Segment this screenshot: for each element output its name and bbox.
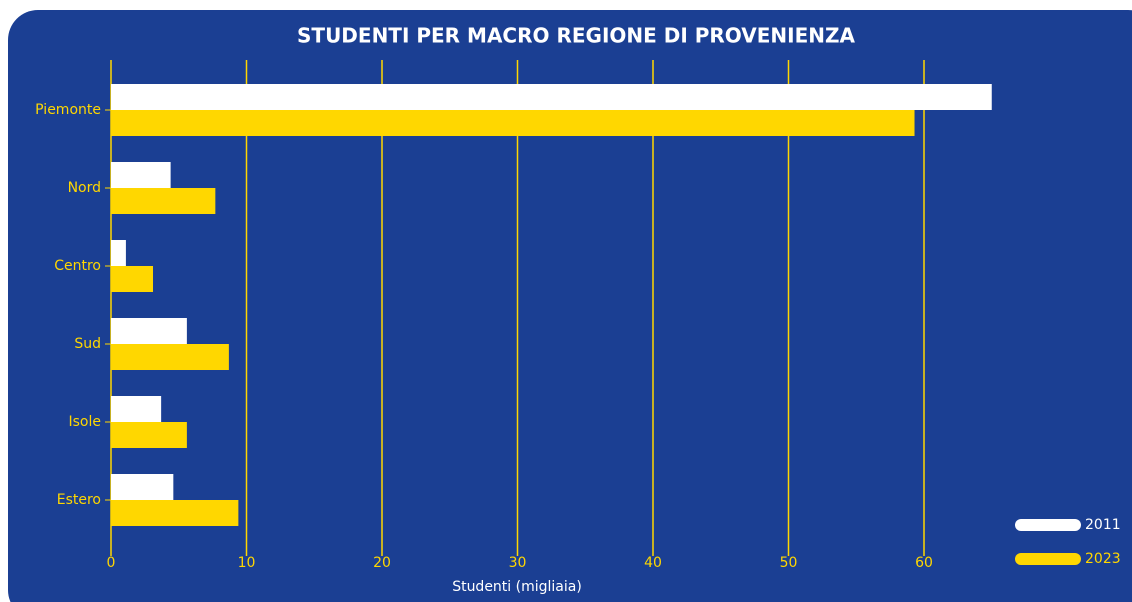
x-tick-label: 0	[107, 555, 116, 571]
bar	[111, 474, 174, 500]
background	[8, 10, 1132, 602]
y-tick-label: Piemonte	[35, 102, 101, 118]
bar	[111, 396, 162, 422]
legend-label: 2011	[1085, 517, 1121, 533]
y-tick-label: Nord	[68, 180, 101, 196]
bar	[111, 422, 187, 448]
bar	[111, 162, 171, 188]
legend-swatch	[1015, 519, 1081, 531]
x-tick-label: 30	[509, 555, 527, 571]
y-tick-label: Sud	[74, 336, 101, 352]
x-tick-label: 20	[373, 555, 391, 571]
bar	[111, 84, 992, 110]
x-axis-label: Studenti (migliaia)	[452, 579, 582, 595]
bar	[111, 266, 154, 292]
bar	[111, 344, 229, 370]
y-tick-label: Centro	[54, 258, 101, 274]
bar	[111, 500, 239, 526]
bar	[111, 110, 915, 136]
bar	[111, 318, 187, 344]
x-tick-label: 50	[780, 555, 798, 571]
chart-title: STUDENTI PER MACRO REGIONE DI PROVENIENZ…	[297, 24, 855, 48]
x-tick-label: 60	[915, 555, 933, 571]
legend-label: 2023	[1085, 551, 1121, 567]
y-tick-label: Estero	[57, 492, 101, 508]
x-tick-label: 40	[644, 555, 662, 571]
bar	[111, 240, 126, 266]
legend-swatch	[1015, 553, 1081, 565]
y-tick-label: Isole	[69, 414, 102, 430]
x-tick-label: 10	[238, 555, 256, 571]
bar	[111, 188, 216, 214]
